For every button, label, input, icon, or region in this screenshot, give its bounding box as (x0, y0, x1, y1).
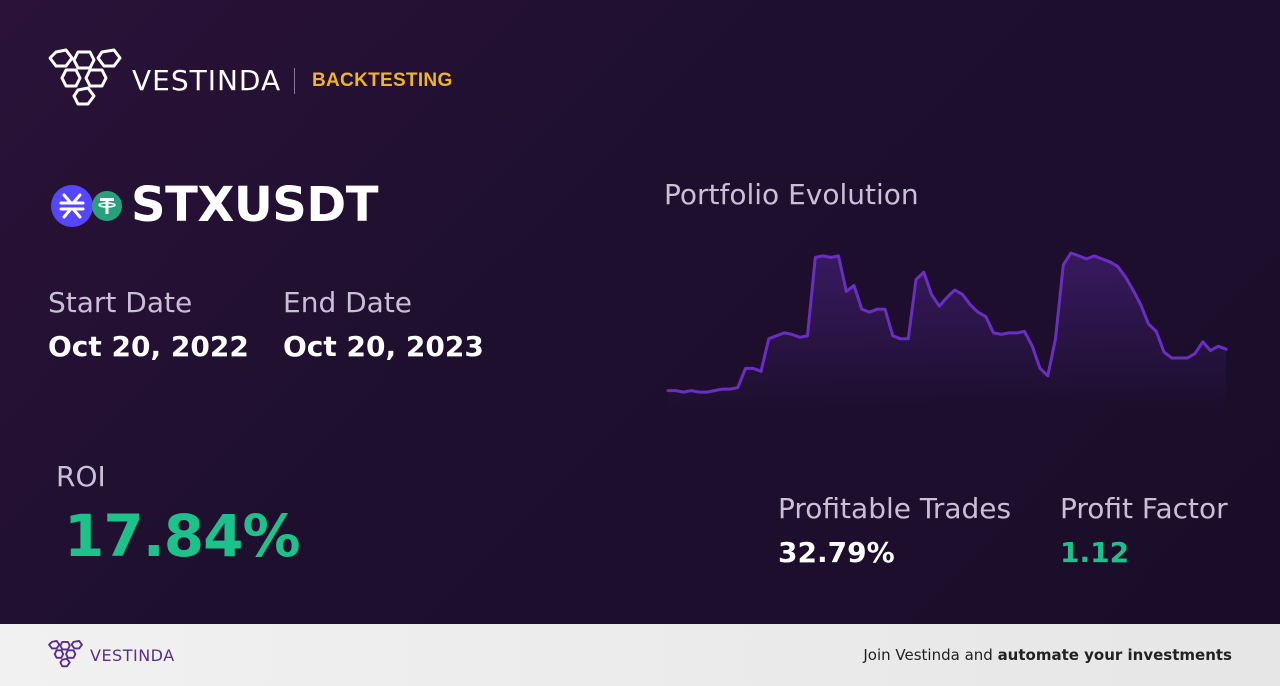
profitable-trades-value: 32.79% (778, 536, 895, 569)
footer-cta-prefix: Join Vestinda and (863, 646, 998, 664)
chart-area (668, 253, 1226, 410)
profitable-trades-label: Profitable Trades (778, 492, 1012, 525)
footer-cta-link[interactable]: Join Vestinda and automate your investme… (863, 646, 1232, 664)
end-date-value: Oct 20, 2023 (283, 330, 484, 363)
portfolio-chart (666, 251, 1228, 410)
tether-coin-icon (92, 191, 122, 221)
stacks-coin-icon (51, 185, 93, 227)
footer-brand-link[interactable]: VESTINDA (90, 646, 175, 665)
section-tag: BACKTESTING (312, 70, 453, 91)
end-date-label: End Date (283, 286, 413, 319)
profit-factor-value: 1.12 (1060, 536, 1130, 569)
roi-value: 17.84% (64, 502, 301, 570)
footer-bar: VESTINDA Join Vestinda and automate your… (0, 624, 1280, 686)
vestinda-footer-logo-icon[interactable] (48, 640, 84, 670)
brand-divider (294, 68, 295, 94)
brand-name: VESTINDA (132, 64, 282, 97)
profit-factor-label: Profit Factor (1060, 492, 1228, 525)
start-date-value: Oct 20, 2022 (48, 330, 249, 363)
start-date-label: Start Date (48, 286, 193, 319)
chart-line (666, 251, 1228, 394)
pair-icons (51, 185, 122, 227)
pair-symbol: STXUSDT (131, 177, 378, 233)
roi-label: ROI (56, 460, 106, 493)
vestinda-logo-icon (48, 48, 122, 106)
hero-card: VESTINDA BACKTESTING STXUSDT Start Date … (0, 0, 1280, 624)
chart-title: Portfolio Evolution (664, 178, 919, 211)
footer-cta-bold: automate your investments (997, 646, 1232, 664)
